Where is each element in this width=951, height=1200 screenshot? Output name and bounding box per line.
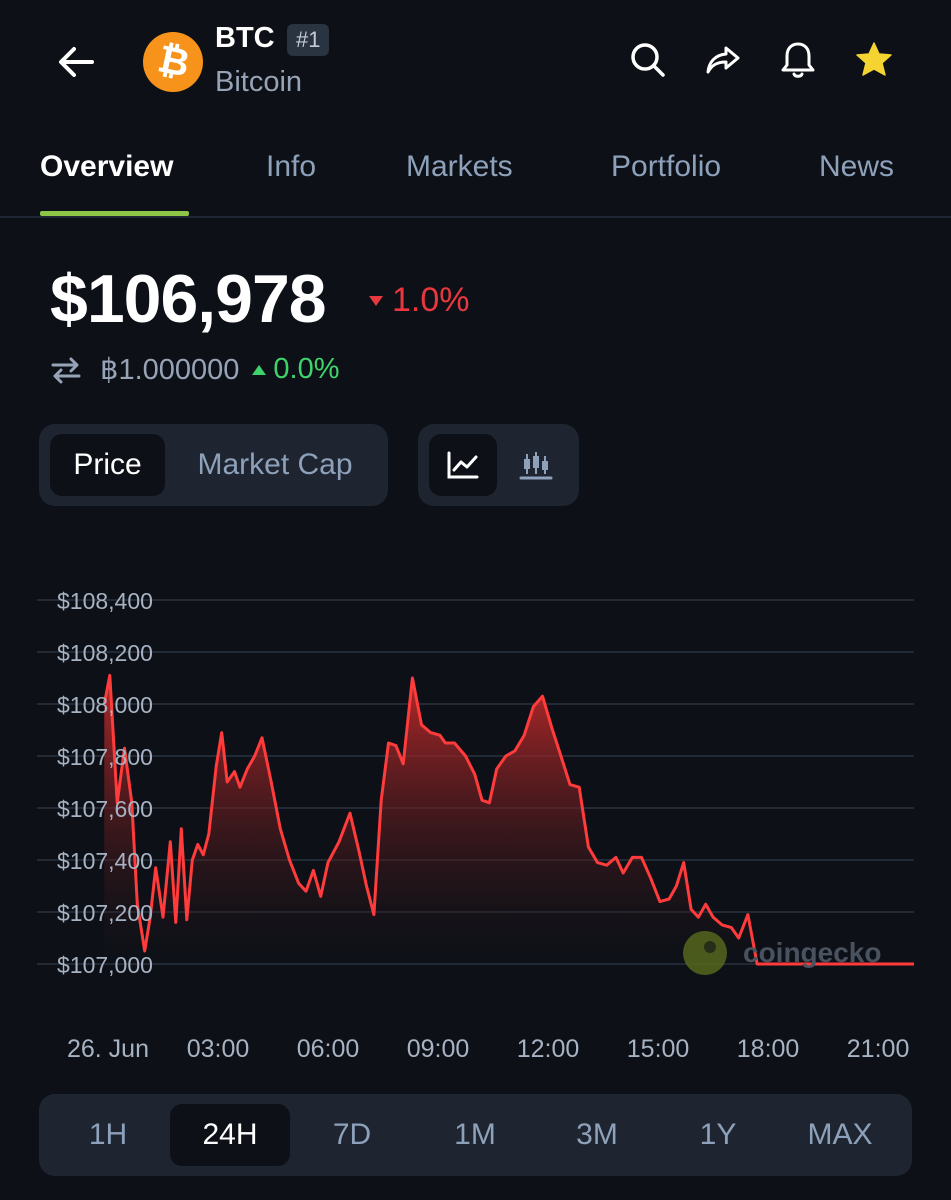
tab-info[interactable]: Info <box>266 150 317 183</box>
search-icon <box>631 43 665 77</box>
y-tick-label: $108,400 <box>57 588 153 614</box>
y-tick-label: $108,200 <box>57 640 153 666</box>
x-tick-label: 18:00 <box>737 1035 800 1063</box>
range-3m[interactable]: 3M <box>576 1118 618 1151</box>
range-max[interactable]: MAX <box>807 1118 873 1151</box>
price-toggle[interactable]: Price <box>50 434 165 496</box>
line-chart-button[interactable] <box>429 434 497 496</box>
line-chart-icon <box>447 451 479 479</box>
star-icon <box>856 42 892 76</box>
range-24h[interactable]: 24H <box>170 1104 290 1166</box>
y-tick-label: $108,000 <box>57 692 153 718</box>
swap-arrows-icon <box>51 357 81 383</box>
x-tick-label: 06:00 <box>297 1035 360 1063</box>
x-tick-label: 09:00 <box>407 1035 470 1063</box>
x-tick-label: 21:00 <box>847 1035 910 1063</box>
btc-price-change: 0.0% <box>251 353 340 386</box>
coin-symbol: BTC <box>215 22 275 54</box>
tab-markets[interactable]: Markets <box>406 150 513 183</box>
candlestick-icon <box>519 452 553 480</box>
tab-news[interactable]: News <box>819 150 895 183</box>
x-tick-label: 03:00 <box>187 1035 250 1063</box>
back-arrow-icon <box>59 47 94 77</box>
price-line <box>102 673 915 966</box>
coin-name: Bitcoin <box>215 66 303 98</box>
range-1y[interactable]: 1Y <box>699 1118 737 1151</box>
metric-toggle: Price Market Cap <box>39 424 388 506</box>
y-tick-label: $107,600 <box>57 796 153 822</box>
chart-type-toggle <box>418 424 579 506</box>
price-change-value: 1.0% <box>392 281 470 319</box>
range-1m[interactable]: 1M <box>454 1118 496 1151</box>
tab-divider <box>0 216 951 218</box>
x-tick-label: 26. Jun <box>67 1035 149 1063</box>
btc-price-value: ฿1.000000 <box>100 354 240 386</box>
share-button[interactable] <box>701 38 745 82</box>
search-button[interactable] <box>626 38 670 82</box>
y-tick-label: $107,000 <box>57 952 153 978</box>
range-1h[interactable]: 1H <box>88 1118 128 1151</box>
market-cap-toggle[interactable]: Market Cap <box>197 448 353 481</box>
price-area-fill <box>104 675 915 964</box>
tab-overview[interactable]: Overview <box>40 150 174 183</box>
price-chart[interactable]: $108,400 $108,200 $108,000 $107,800 $107,600… <box>0 570 951 1070</box>
favorite-button[interactable] <box>852 38 896 82</box>
logo-glyph: ₿ <box>153 37 193 86</box>
coingecko-watermark: coingecko <box>683 931 881 975</box>
x-tick-label: 12:00 <box>517 1035 580 1063</box>
watermark-text: coingecko <box>743 937 881 968</box>
share-icon <box>706 46 740 74</box>
y-tick-label: $107,200 <box>57 900 153 926</box>
active-tab-indicator <box>40 211 189 216</box>
tab-portfolio[interactable]: Portfolio <box>611 150 722 183</box>
caret-up-icon <box>252 364 267 375</box>
range-7d[interactable]: 7D <box>332 1118 372 1151</box>
alert-button[interactable] <box>776 38 820 82</box>
back-button[interactable] <box>52 36 112 88</box>
price-change-24h: 1.0% <box>368 281 470 320</box>
btc-change-value: 0.0% <box>273 353 340 385</box>
y-tick-label: $107,800 <box>57 744 153 770</box>
y-tick-label: $107,400 <box>57 848 153 874</box>
candlestick-button[interactable] <box>502 434 570 496</box>
rank-badge: #1 <box>287 24 330 56</box>
gecko-logo-icon <box>683 931 727 975</box>
caret-down-icon <box>369 295 383 306</box>
btc-price-row: ฿1.000000 0.0% <box>50 352 340 387</box>
bell-icon <box>781 42 815 78</box>
current-price: $106,978 <box>50 261 327 337</box>
time-range-selector: 1H 24H 7D 1M 3M 1Y MAX <box>39 1094 912 1176</box>
x-tick-label: 15:00 <box>627 1035 690 1063</box>
bitcoin-logo-icon: ₿ <box>143 32 203 92</box>
